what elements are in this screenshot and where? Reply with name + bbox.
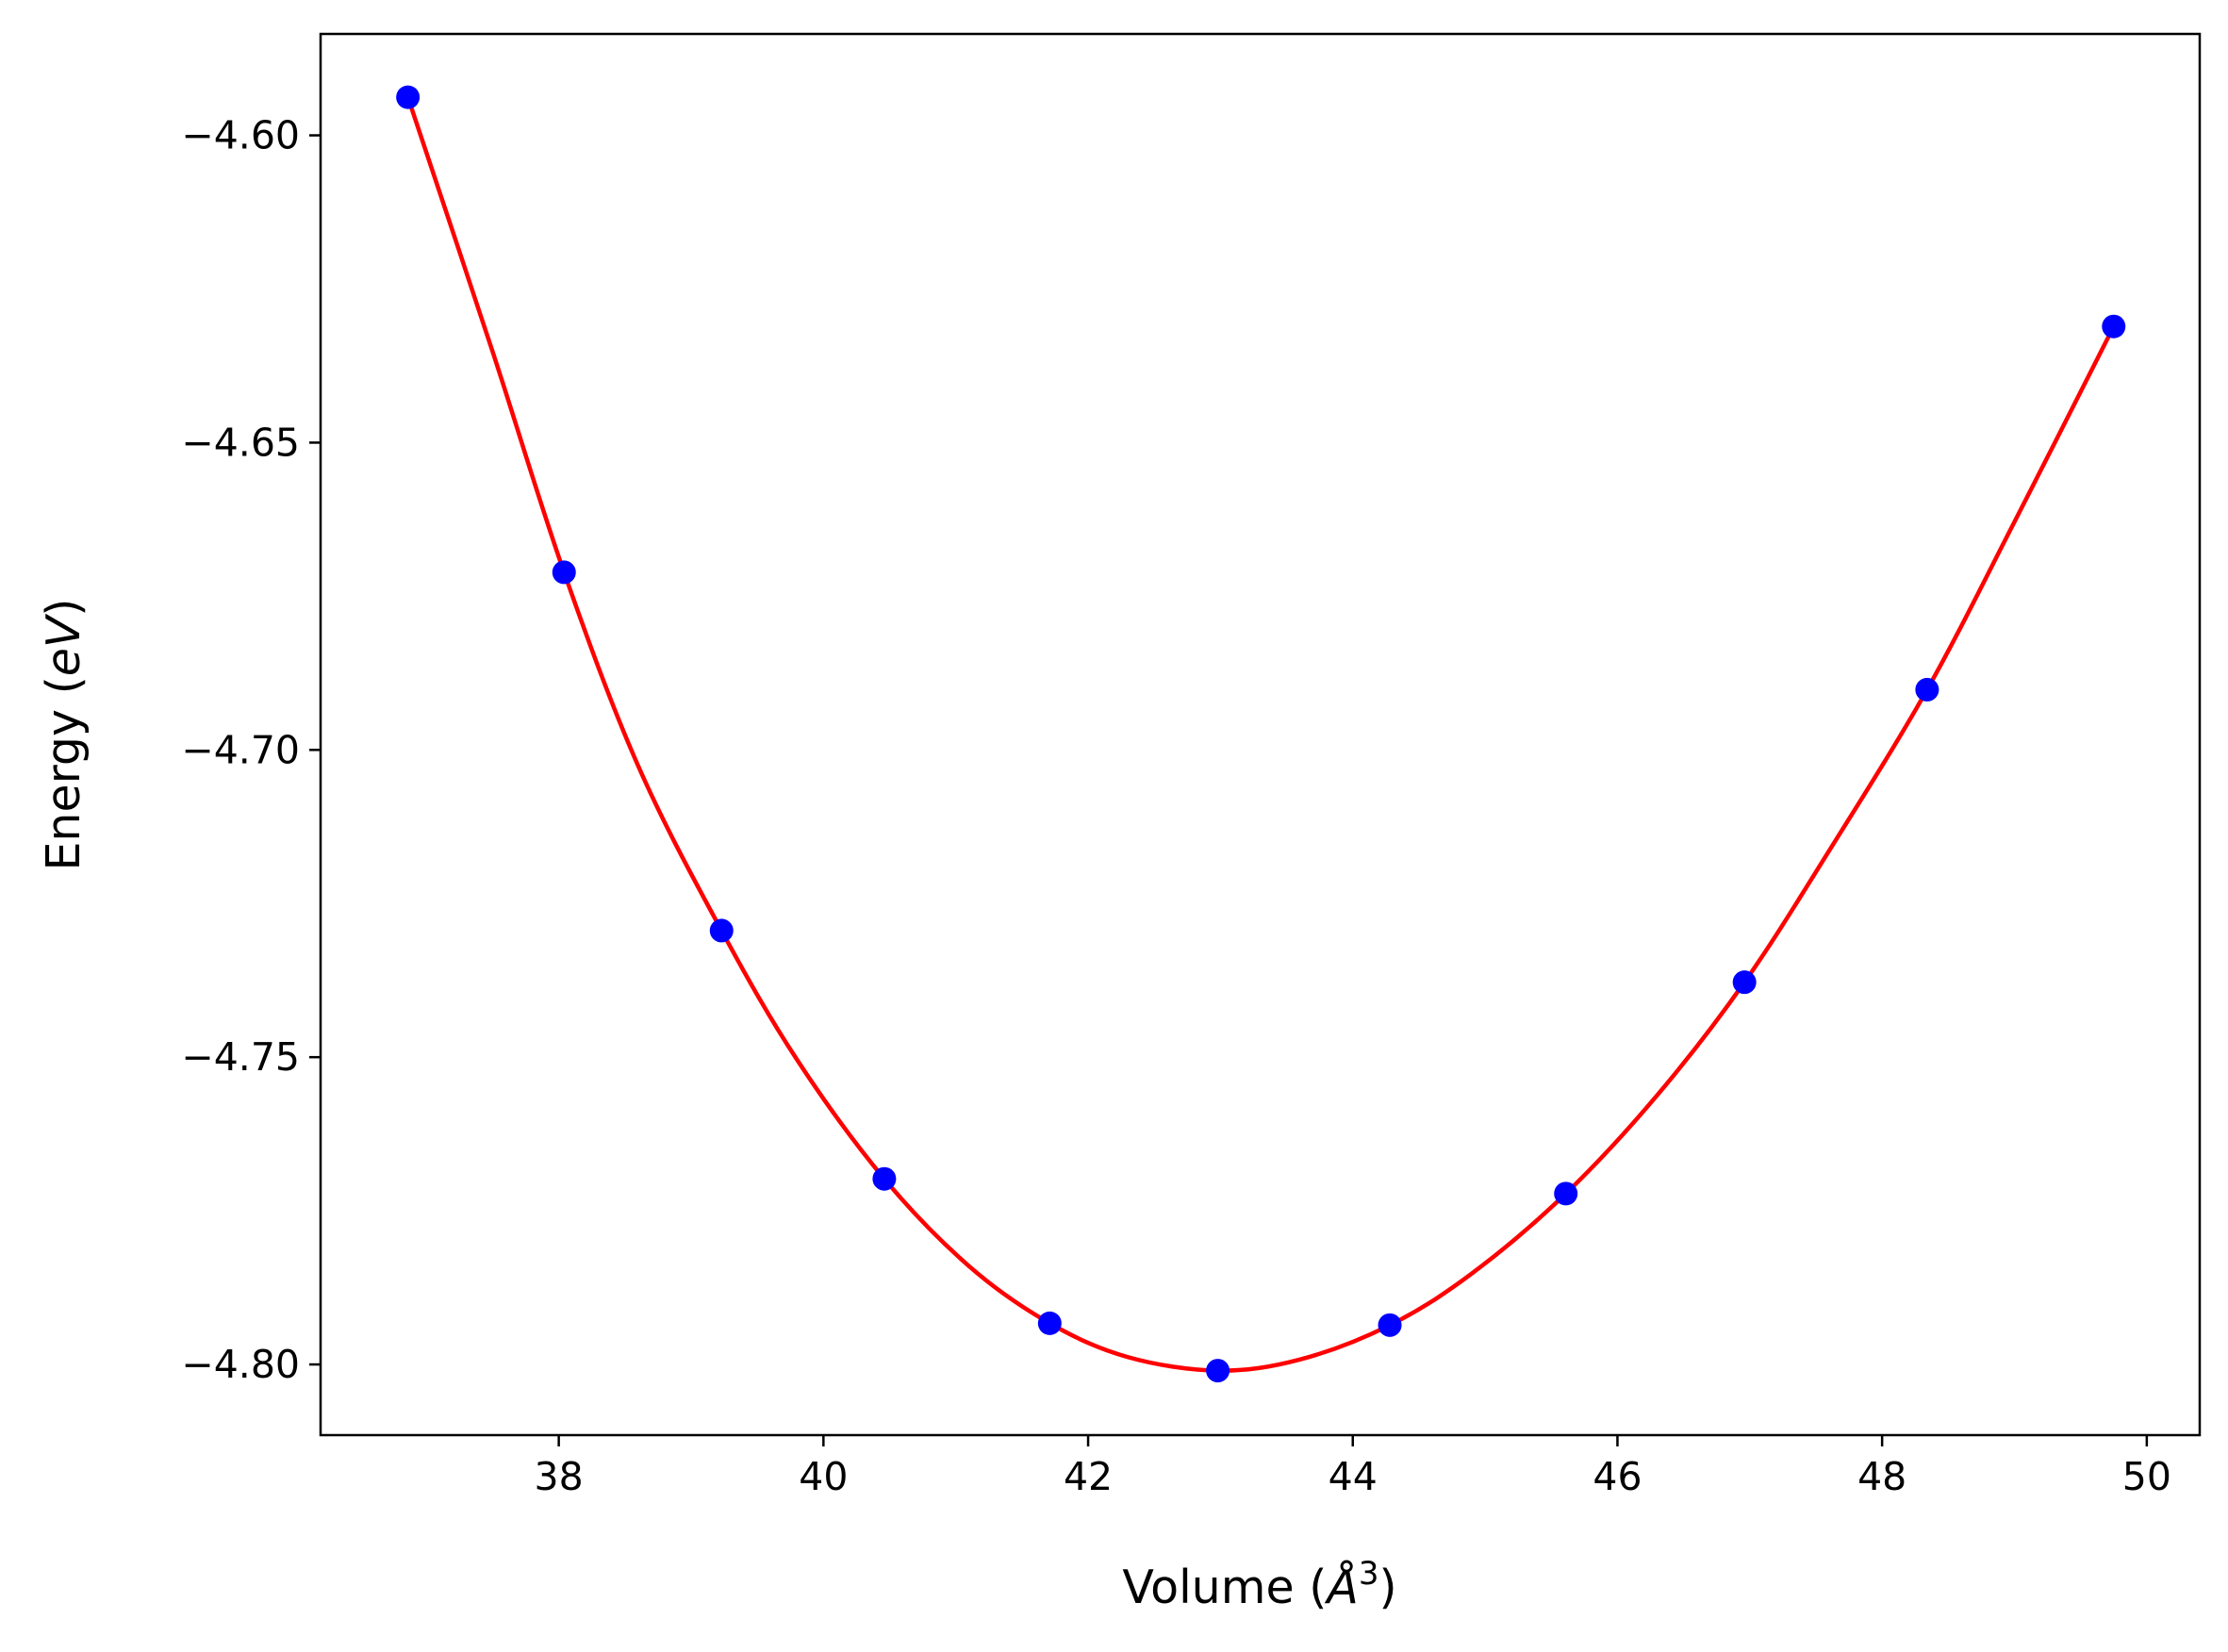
y-tick-label: −4.70	[181, 727, 300, 772]
plot-area-frame	[319, 32, 2202, 1437]
data-point	[1378, 1313, 1402, 1337]
y-tick-label: −4.60	[181, 113, 300, 158]
data-point	[1037, 1311, 1062, 1335]
series-layer	[396, 85, 2126, 1383]
data-point	[1732, 970, 1757, 995]
x-tick-label: 44	[1329, 1454, 1378, 1499]
data-point	[709, 918, 734, 943]
x-tick-label: 42	[1064, 1454, 1113, 1499]
x-tick-label: 38	[535, 1454, 584, 1499]
y-axis-unit: eV	[37, 613, 91, 676]
x-axis-unit: Å	[1324, 1559, 1359, 1614]
x-tick-label: 46	[1593, 1454, 1642, 1499]
y-axis-ticks: −4.60 −4.65 −4.70 −4.75 −4.80	[181, 113, 321, 1387]
data-point	[552, 560, 576, 585]
data-point	[1206, 1359, 1230, 1383]
x-tick-label: 50	[2122, 1454, 2171, 1499]
x-axis-ticks: 38 40 42 44 46 48 50	[535, 1435, 2171, 1499]
x-axis-label: Volume (Å3)	[1122, 1555, 1396, 1614]
x-axis-label-text: Volume	[1122, 1561, 1294, 1614]
y-tick-label: −4.75	[181, 1034, 300, 1080]
y-axis-label-text: Energy	[37, 709, 91, 871]
x-tick-label: 40	[799, 1454, 848, 1499]
data-point	[396, 85, 421, 109]
data-point	[872, 1166, 897, 1191]
x-tick-label: 48	[1857, 1454, 1906, 1499]
data-point	[2102, 314, 2126, 339]
x-axis-unit-exponent: 3	[1359, 1555, 1379, 1593]
y-tick-label: −4.80	[181, 1342, 300, 1387]
y-tick-label: −4.65	[181, 420, 300, 465]
data-point	[1554, 1181, 1578, 1206]
y-axis-label: Energy (eV)	[37, 598, 91, 870]
data-point	[1915, 677, 1939, 702]
